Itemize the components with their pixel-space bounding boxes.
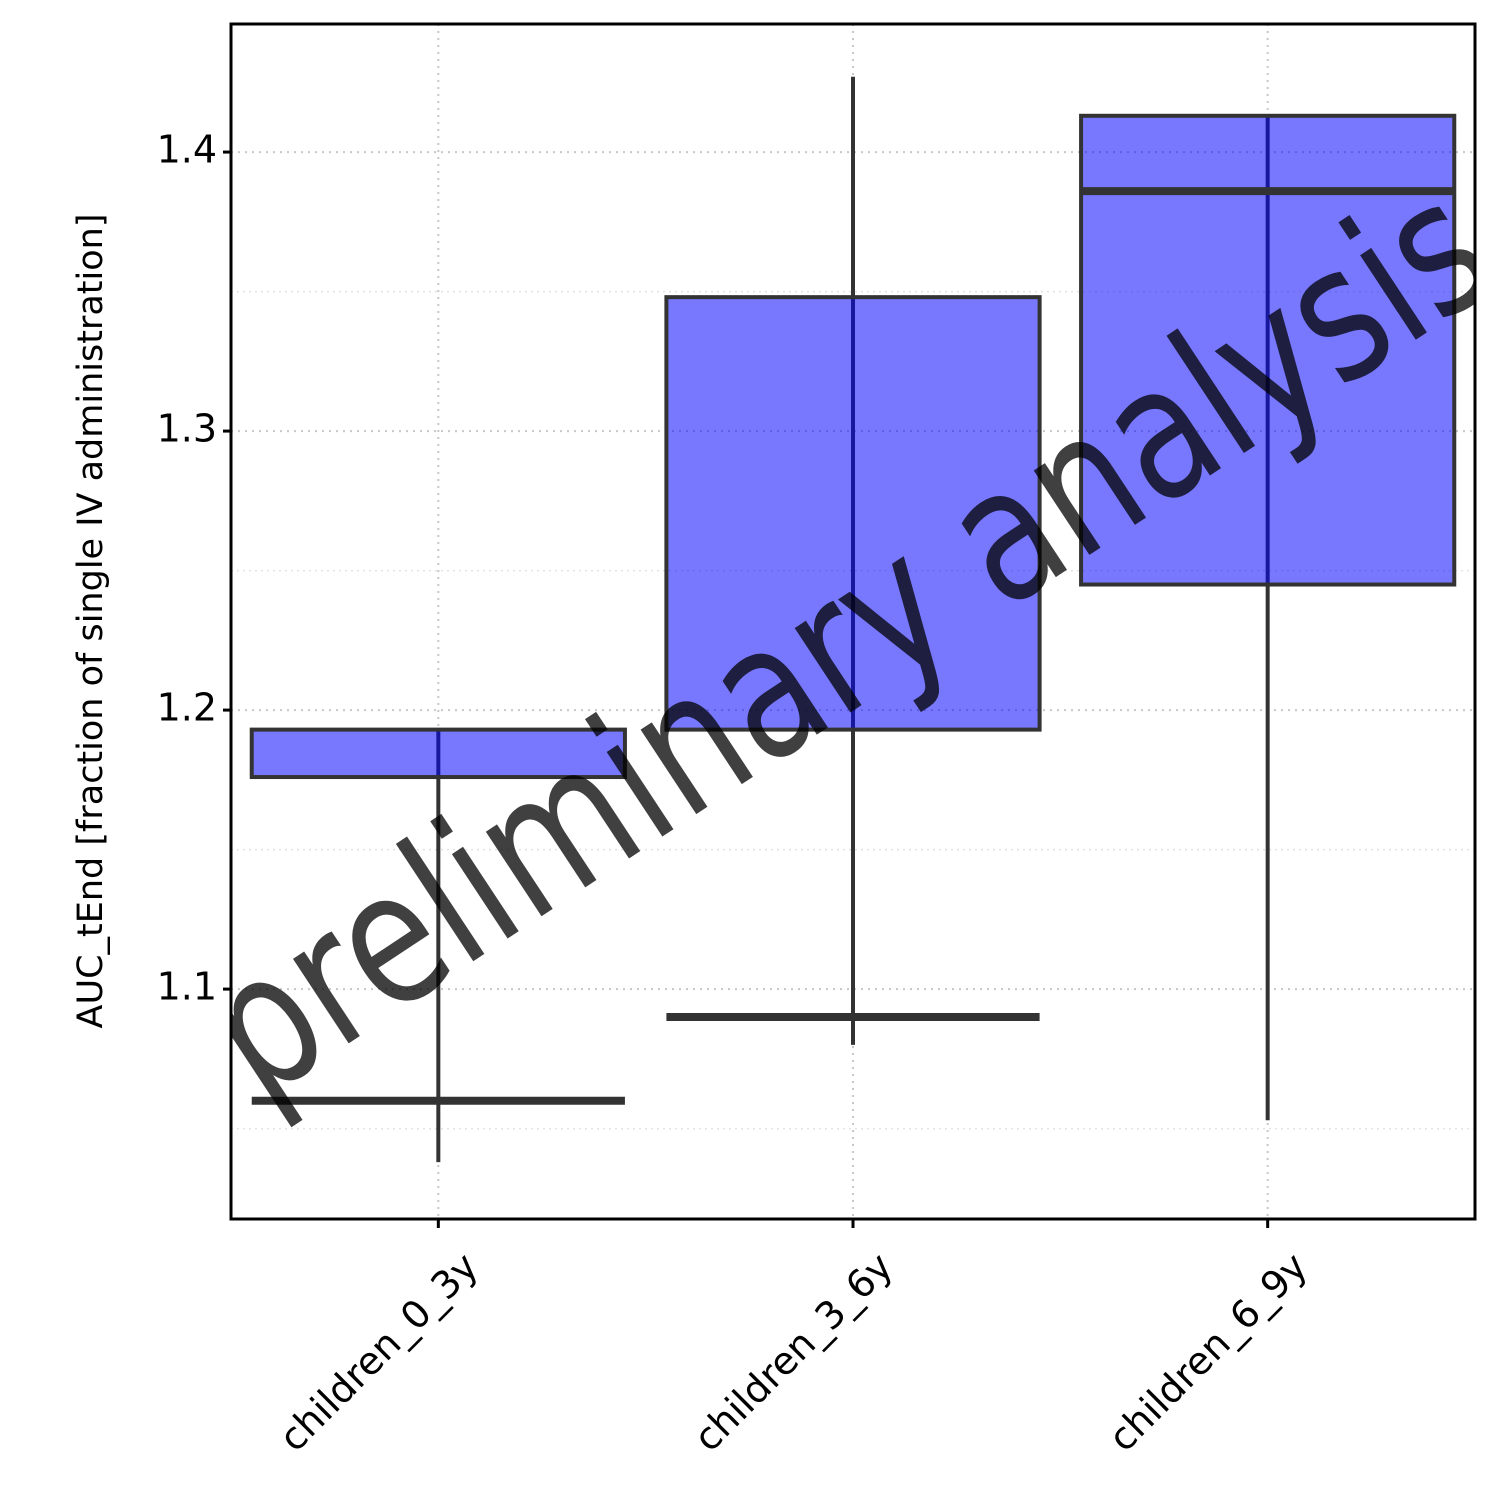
- marks: [249, 76, 1457, 1163]
- y-tick-label: 1.3: [157, 407, 217, 451]
- y-axis-label: AUC_tEnd [fraction of single IV administ…: [71, 214, 111, 1029]
- box: [249, 727, 627, 780]
- y-tick-label: 1.1: [157, 965, 217, 1009]
- box: [664, 295, 1042, 732]
- y-tick-label: 1.4: [157, 128, 217, 172]
- y-tick-label: 1.2: [157, 686, 217, 730]
